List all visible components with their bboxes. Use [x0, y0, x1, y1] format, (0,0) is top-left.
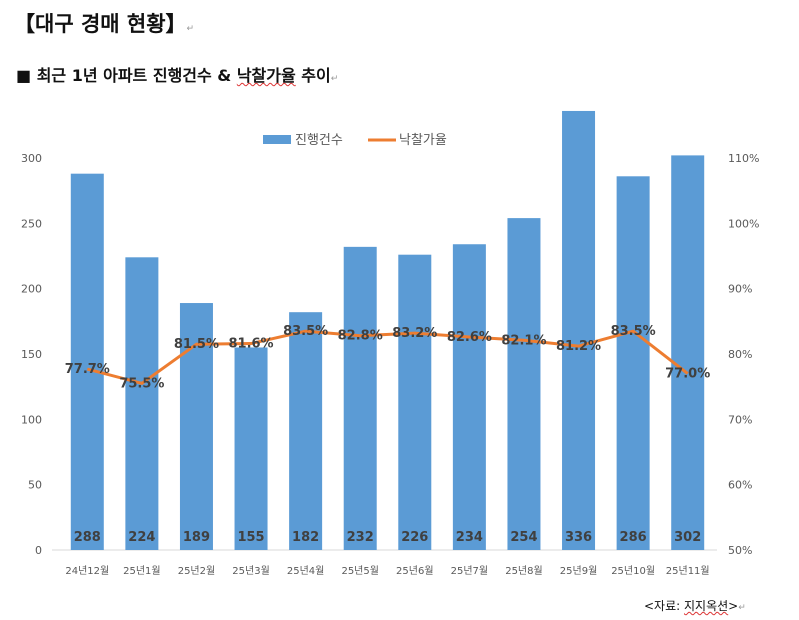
x-tick-label: 25년4월 — [287, 565, 325, 577]
line-series — [86, 329, 689, 386]
y-right-tick-label: 70% — [728, 413, 752, 426]
line-data-label: 81.5% — [174, 337, 219, 352]
chart-heading: ■ 최근 1년 아파트 진행건수 & 낙찰가율 추이↵ — [16, 66, 339, 85]
x-tick-label: 25년5월 — [341, 565, 379, 577]
line-data-label: 83.5% — [283, 324, 328, 339]
x-tick-label: 25년6월 — [396, 565, 434, 577]
bar — [616, 176, 650, 550]
x-tick-label: 25년2월 — [178, 565, 216, 577]
x-tick-label: 25년8월 — [505, 565, 543, 577]
bar-data-label: 254 — [510, 530, 537, 545]
y-left-tick-label: 0 — [35, 544, 42, 557]
bar-data-label: 232 — [347, 530, 374, 545]
y-left-tick-label: 50 — [28, 479, 42, 492]
line-data-label: 82.1% — [501, 333, 546, 348]
line-data-label: 82.6% — [447, 330, 492, 345]
x-tick-label: 24년12월 — [65, 565, 109, 577]
y-right-tick-label: 60% — [728, 479, 752, 492]
x-tick-label: 25년10월 — [611, 565, 655, 577]
page-title: 【대구 경매 현황】↵ — [14, 12, 195, 36]
y-left-tick-label: 200 — [21, 283, 42, 296]
line-data-label: 77.0% — [665, 367, 710, 382]
y-left-tick-label: 250 — [21, 217, 42, 230]
y-right-tick-label: 110% — [728, 152, 759, 165]
y-right-tick-label: 100% — [728, 217, 759, 230]
bar — [234, 347, 268, 550]
bar-data-label: 182 — [292, 530, 319, 545]
line-data-label: 81.6% — [228, 337, 273, 352]
y-left-tick-label: 100 — [21, 413, 42, 426]
bar — [452, 244, 486, 551]
bar-data-label: 189 — [183, 530, 210, 545]
y-right-tick-label: 80% — [728, 348, 752, 361]
y-right-tick-label: 90% — [728, 283, 752, 296]
bar — [70, 173, 104, 550]
x-tick-label: 25년3월 — [232, 565, 270, 577]
bar — [671, 155, 705, 551]
bar — [125, 257, 159, 550]
bar — [562, 110, 596, 551]
line-data-label: 82.8% — [338, 329, 383, 344]
bar-data-label: 234 — [456, 530, 483, 545]
bar-data-label: 336 — [565, 530, 592, 545]
y-right-tick-label: 50% — [728, 544, 752, 557]
x-tick-label: 25년9월 — [560, 565, 598, 577]
bar-data-label: 224 — [128, 530, 155, 545]
x-tick-label: 25년1월 — [123, 565, 161, 577]
line-data-label: 83.2% — [392, 326, 437, 341]
y-left-tick-label: 150 — [21, 348, 42, 361]
line-data-label: 77.7% — [65, 362, 110, 377]
bar-data-label: 155 — [237, 530, 264, 545]
bar-data-label: 226 — [401, 530, 428, 545]
legend-line-label: 낙찰가율 — [399, 133, 447, 148]
x-tick-label: 25년11월 — [666, 565, 710, 577]
line-data-label: 75.5% — [119, 376, 164, 391]
bar-data-label: 302 — [674, 530, 701, 545]
bar — [398, 254, 432, 550]
bar — [289, 312, 323, 550]
bar — [343, 246, 377, 550]
legend-bar-swatch — [263, 135, 291, 144]
line-data-label: 83.5% — [611, 324, 656, 339]
line-data-label: 81.2% — [556, 339, 601, 354]
bar-data-label: 286 — [620, 530, 647, 545]
source-note: <자료: 지지옥션>↵ — [644, 599, 746, 613]
x-tick-label: 25년7월 — [451, 565, 489, 577]
bar — [507, 218, 541, 550]
y-left-tick-label: 300 — [21, 152, 42, 165]
legend-bar-label: 진행건수 — [295, 132, 343, 148]
bar-data-label: 288 — [74, 530, 101, 545]
